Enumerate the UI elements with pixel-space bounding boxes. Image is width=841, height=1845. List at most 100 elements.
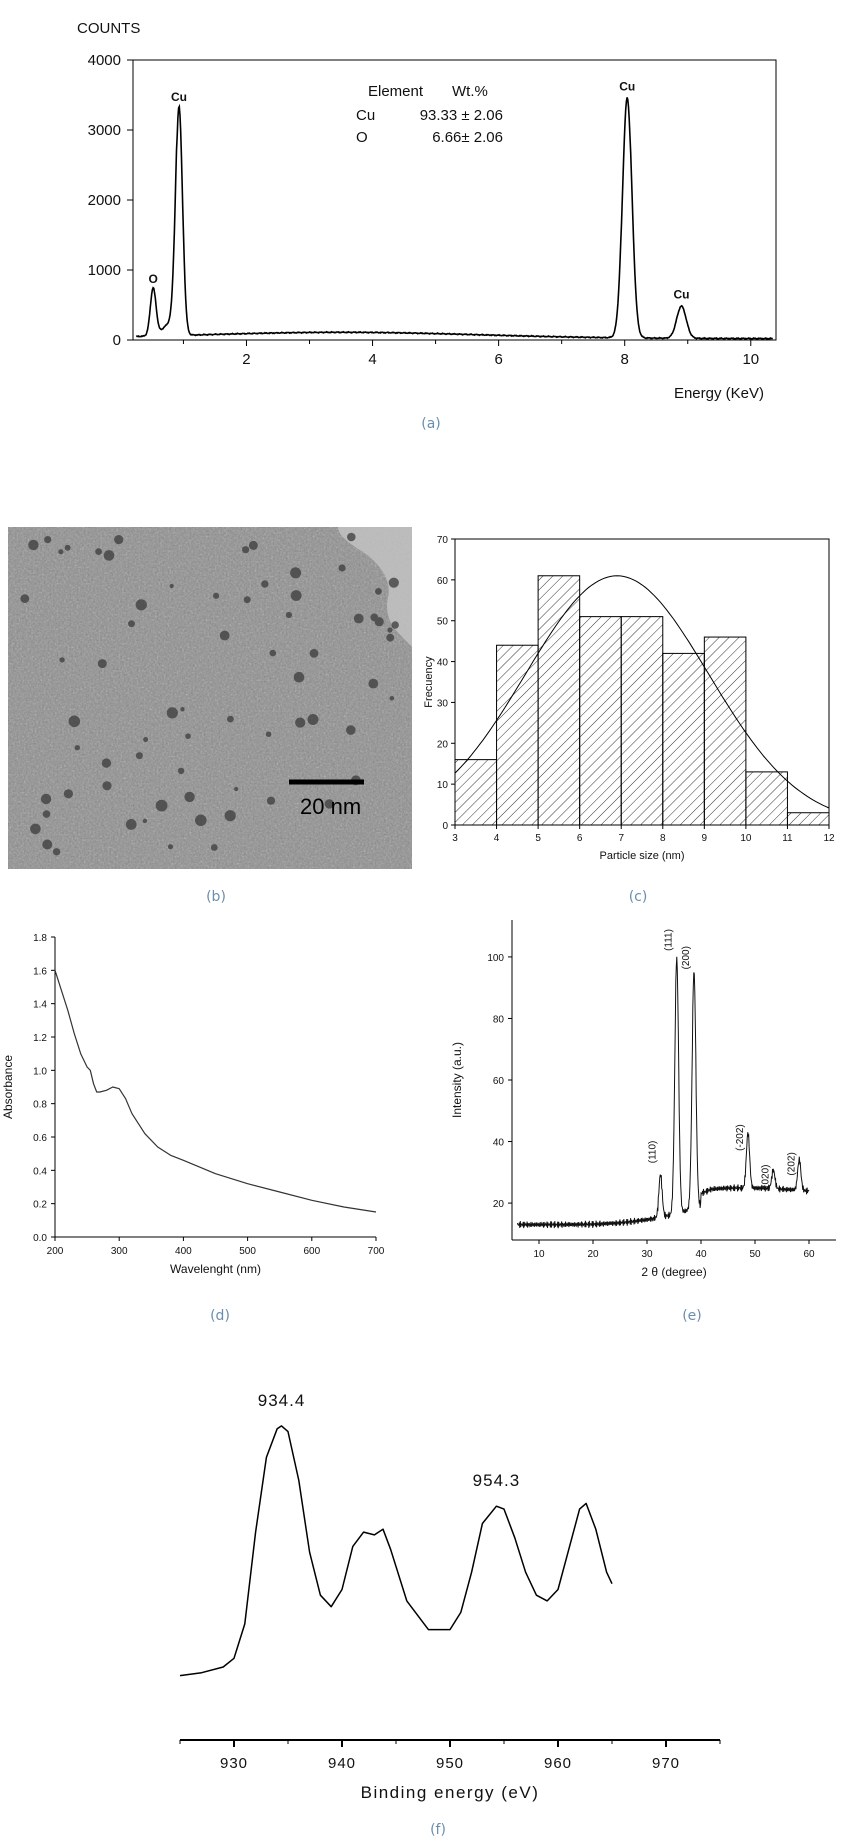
nanoparticle-dot [324,799,334,809]
x-tick-label: 60 [803,1249,815,1260]
absorbance-line [54,970,377,1213]
y-axis-label: Intensity (a.u.) [450,1042,464,1118]
peak-annotation: 954.3 [473,1471,521,1490]
nanoparticle-dot [307,714,319,725]
histogram-bar [620,616,664,826]
normal-fit-curve [454,575,830,809]
y-axis-label: COUNTS [77,20,140,37]
y-tick-label: 40 [493,1138,505,1149]
y-tick-label: 20 [493,1199,505,1210]
y-tick-label: 0.2 [33,1200,47,1211]
x-tick-label: 300 [111,1246,128,1257]
y-tick-label: 100 [487,953,504,964]
nanoparticle-dot [346,725,356,735]
nanoparticle-dot [42,839,53,850]
nanoparticle-dot [180,707,185,712]
nanoparticle-dot [368,678,379,689]
nanoparticle-dot [227,715,234,723]
x-tick-label: 4 [368,351,376,368]
nanoparticle-dot [370,613,379,622]
nanoparticle-dot [265,731,272,737]
nanoparticle-dot [135,752,143,760]
caption-c: (c) [628,889,648,905]
y-axis-label: Absorbance [1,1055,15,1119]
caption-f: (f) [430,1822,446,1838]
nanoparticle-dot [114,535,124,545]
nanoparticle-dot [95,548,102,555]
peak-label: (020) [760,1164,771,1187]
caption-b: (b) [206,889,226,905]
x-tick-label: 940 [328,1755,356,1772]
peak-label: Cu [673,287,689,301]
nanoparticle-dot [269,649,277,657]
table-value: 93.33 ± 2.06 [420,107,503,124]
y-tick-label: 2000 [88,192,121,209]
x-tick-label: 50 [749,1249,761,1260]
xrd-pattern-chart: 20 40 60 80 100 10 20 30 40 50 60 (110) (111) (200) (-… [450,920,836,1279]
nanoparticle-dot [102,781,112,791]
x-axis-label: Binding energy (eV) [361,1783,540,1802]
nanoparticle-dot [155,799,168,812]
x-tick-label: 10 [742,351,759,368]
x-tick-label: 700 [368,1246,385,1257]
x-tick-label: 6 [494,351,502,368]
x-tick-label: 400 [175,1246,192,1257]
tem-micrograph: 20 nm [8,527,412,869]
nanoparticle-dot [128,620,135,628]
nanoparticle-dot [375,588,382,595]
y-tick-label: 1.4 [33,1000,47,1011]
nanoparticle-dot [285,611,292,619]
nanoparticle-dot [242,546,250,554]
nanoparticle-dot [28,539,39,551]
nanoparticle-dot [266,796,276,805]
nanoparticle-dot [143,737,149,742]
nanoparticle-dot [388,577,399,588]
plot-frame [454,538,830,826]
x-tick-label: 7 [618,833,624,844]
table-value: 6.66± 2.06 [432,129,503,146]
histogram-bar [745,771,788,826]
peak-label: (200) [681,946,692,969]
nanoparticle-dot [68,715,81,728]
nanoparticle-dot [169,583,174,589]
nanoparticle-dot [166,707,178,719]
nanoparticle-dot [103,550,115,561]
nanoparticle-dot [391,621,399,629]
nanoparticle-dot [44,536,52,544]
x-tick-label: 970 [652,1755,680,1772]
nanoparticle-dot [135,599,147,611]
micrograph-image: 20 nm [8,527,412,869]
eds-spectrum-chart: 0 1000 2000 3000 4000 2 4 6 8 10 COUNTS Energy (KeV… [77,20,777,402]
nanoparticle-dot [213,592,220,599]
peak-label: (110) [648,1141,659,1164]
nanoparticle-dot [243,596,251,604]
x-axis-label: Wavelenght (nm) [170,1262,261,1276]
x-tick-label: 3 [452,833,458,844]
x-tick-label: 4 [494,833,500,844]
x-tick-label: 8 [621,351,629,368]
nanoparticle-dot [389,696,395,701]
y-tick-label: 1.2 [33,1033,47,1044]
nanoparticle-dot [184,791,195,803]
nanoparticle-dot [338,564,346,572]
absorbance-chart: 0.0 0.2 0.4 0.6 0.8 1.0 1.2 1.4 1.6 1.8 200 300 400 5… [1,933,385,1276]
x-axis-label: Particle size (nm) [600,850,685,862]
nanoparticle-dot [293,671,305,683]
peak-label: (111) [664,929,675,951]
particle-size-histogram: 0 10 20 30 40 50 60 70 3 4 5 6 7 8 9 10 11 12 Particle siz… [423,535,835,862]
y-tick-label: 3000 [88,122,121,139]
x-tick-label: 11 [782,833,793,844]
nanoparticle-dot [177,767,185,775]
y-tick-label: 0 [442,821,448,832]
nanoparticle-dot [40,793,52,805]
nanoparticle-dot [248,540,258,550]
y-tick-label: 0 [113,332,121,349]
y-tick-label: 0.6 [33,1133,47,1144]
table-element: O [356,129,368,146]
nanoparticle-dot [59,657,65,663]
nanoparticle-dot [63,789,73,799]
x-tick-label: 200 [47,1246,64,1257]
x-tick-label: 950 [436,1755,464,1772]
peak-label: O [149,272,158,286]
